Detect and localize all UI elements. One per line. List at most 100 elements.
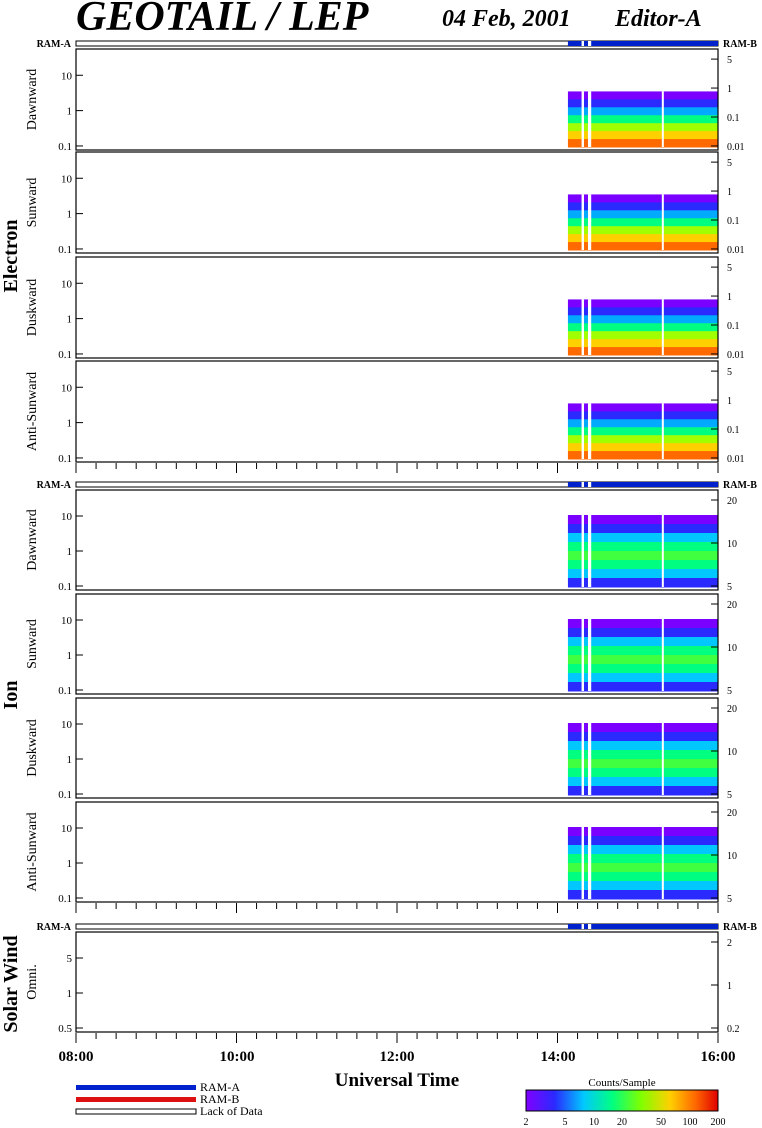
data-gap — [587, 619, 592, 691]
legend-label-ram-a: RAM-A — [200, 1080, 240, 1094]
spectrogram-band — [567, 99, 718, 108]
spectrogram-band — [567, 123, 718, 132]
y-tick-label: 10 — [61, 382, 73, 394]
data-gap — [661, 91, 664, 147]
colorbar-gradient — [525, 1089, 719, 1112]
x-tick-label: 14:00 — [541, 1049, 576, 1065]
spectrogram-band — [567, 107, 718, 116]
spectrogram-band — [567, 863, 718, 873]
right-tick-label: 0.1 — [727, 321, 740, 332]
spectrogram-band — [567, 619, 718, 629]
data-gap — [661, 515, 664, 587]
x-axis-title: Universal Time — [335, 1070, 459, 1091]
editor-label: Editor-A — [614, 6, 702, 32]
data-gap — [581, 827, 584, 899]
y-tick-label: 0.5 — [58, 1023, 72, 1035]
data-gap — [587, 41, 592, 46]
right-tick-label: 5 — [727, 158, 732, 169]
right-tick-label: 0.01 — [727, 245, 745, 256]
data-gap — [587, 91, 592, 147]
spectrogram-band — [567, 194, 718, 203]
spectrogram-band — [567, 226, 718, 235]
colorbar-tick-label: 200 — [711, 1117, 726, 1128]
data-gap — [581, 515, 584, 587]
x-tick-label: 16:00 — [701, 1049, 736, 1065]
data-gap — [661, 194, 664, 250]
colorbar-title: Counts/Sample — [588, 1077, 655, 1089]
ram-a-label: RAM-A — [37, 480, 72, 491]
y-tick-label: 0.1 — [58, 141, 72, 153]
spectrogram-band — [567, 646, 718, 656]
colorbar-tick-label: 20 — [617, 1117, 627, 1128]
spectrogram-band — [567, 827, 718, 837]
data-gap — [587, 194, 592, 250]
x-tick-label: 10:00 — [220, 1049, 255, 1065]
spectrogram-band — [567, 427, 718, 436]
spectrogram-band — [567, 202, 718, 211]
colorbar-tick-label: 5 — [563, 1117, 568, 1128]
y-tick-label: 0.1 — [58, 244, 72, 256]
spectrogram-band — [567, 411, 718, 420]
spectrogram-band — [567, 515, 718, 525]
y-tick-label: 10 — [61, 823, 73, 835]
y-tick-label: 0.1 — [58, 685, 72, 697]
right-tick-label: 1 — [727, 187, 732, 198]
panel-label: Duskward — [25, 279, 40, 337]
right-tick-label: 20 — [727, 704, 737, 715]
right-tick-label: 0.2 — [727, 1024, 740, 1035]
spectrogram-band — [567, 403, 718, 412]
spectrogram-band — [567, 524, 718, 534]
y-tick-label: 0.1 — [58, 581, 72, 593]
y-tick-label: 5 — [67, 953, 73, 965]
data-gap — [587, 723, 592, 795]
spectrogram-band — [567, 560, 718, 570]
right-tick-label: 5 — [727, 686, 732, 697]
y-tick-label: 1 — [67, 754, 73, 766]
spectrogram-band — [567, 218, 718, 227]
right-tick-label: 0.01 — [727, 350, 745, 361]
spectrogram-band — [567, 673, 718, 683]
spectrogram-band — [567, 542, 718, 552]
panel-frame — [75, 593, 719, 695]
right-tick-label: 10 — [727, 643, 737, 654]
legend-swatch-lack-of-data — [75, 1108, 197, 1115]
group-label-electron: Electron — [0, 220, 22, 293]
spectrogram-band — [567, 845, 718, 855]
spectrogram-band — [567, 339, 718, 348]
data-gap — [581, 194, 584, 250]
spectrogram-band — [567, 533, 718, 543]
legend-swatch-ram-a — [76, 1085, 196, 1090]
spectrogram-band — [567, 655, 718, 665]
ram-a-coverage — [567, 924, 718, 929]
colorbar-tick-label: 50 — [656, 1117, 666, 1128]
data-gap — [661, 723, 664, 795]
spectrogram-band — [567, 768, 718, 778]
panel-frame — [75, 801, 719, 903]
spectrogram-band — [567, 323, 718, 332]
spectrogram-band — [567, 628, 718, 638]
spectrogram-band — [567, 451, 718, 460]
spectrogram-band — [567, 836, 718, 846]
ram-a-label: RAM-A — [37, 922, 72, 933]
y-tick-label: 0.1 — [58, 893, 72, 905]
x-tick-label: 08:00 — [59, 1049, 94, 1065]
ram-legend: RAM-A RAM-B Lack of Data — [75, 1080, 263, 1118]
date-label: 04 Feb, 2001 — [442, 6, 571, 32]
y-tick-label: 1 — [67, 314, 73, 326]
spectrogram-band — [567, 723, 718, 733]
y-tick-label: 10 — [61, 173, 73, 185]
right-tick-label: 5 — [727, 894, 732, 905]
y-tick-label: 0.1 — [58, 789, 72, 801]
spectrogram-band — [567, 786, 718, 796]
right-tick-label: 0.01 — [727, 454, 745, 465]
y-tick-label: 10 — [61, 511, 73, 523]
data-gap — [587, 515, 592, 587]
panel-label: Duskward — [25, 719, 40, 777]
y-tick-label: 10 — [61, 278, 73, 290]
data-gap — [581, 299, 584, 355]
colorbar-tick-label: 100 — [683, 1117, 698, 1128]
panel-label: Sunward — [25, 178, 40, 228]
x-axis: 08:00 10:00 12:00 14:00 16:00 Universal … — [59, 1049, 736, 1091]
panel-frame — [75, 360, 719, 463]
